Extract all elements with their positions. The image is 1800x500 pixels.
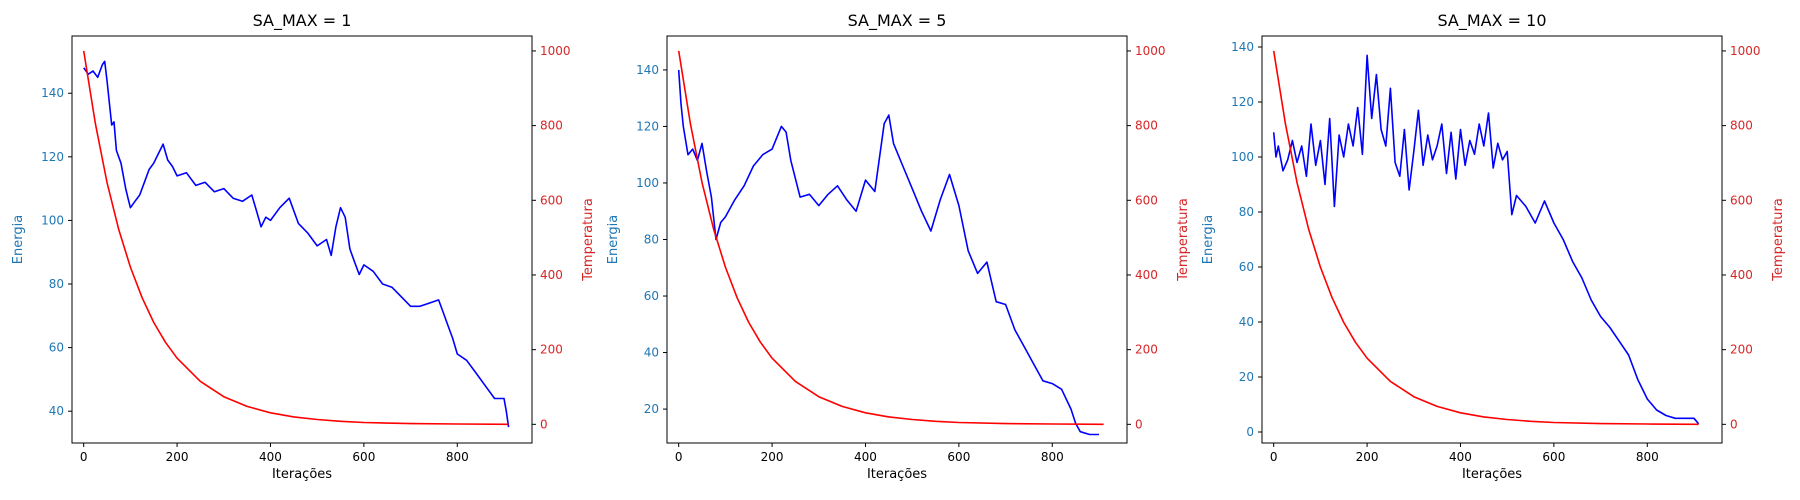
y2-tick-label: 1000 <box>1135 44 1166 58</box>
energy-series-line <box>83 60 510 428</box>
y2-tick-label: 0 <box>540 417 548 431</box>
x-axis-label: Iterações <box>1462 467 1522 482</box>
x-tick-label: 200 <box>166 450 189 464</box>
y-tick-label: 140 <box>41 86 64 100</box>
y2-tick-label: 200 <box>540 343 563 357</box>
x-tick-label: 400 <box>854 450 877 464</box>
y-tick-label: 40 <box>49 404 64 418</box>
x-tick-label: 600 <box>947 450 970 464</box>
x-tick-label: 400 <box>1449 450 1472 464</box>
y-tick-label: 60 <box>1239 260 1254 274</box>
y-tick-label: 0 <box>1246 425 1254 439</box>
chart-panel-3: 0 200 400 600 800 0 20 40 60 80 100 120 140 0 200 400 60… <box>1201 11 1786 482</box>
chart-title: SA_MAX = 5 <box>848 11 947 31</box>
y2-axis-label: Temperatura <box>1176 198 1191 282</box>
y2-tick-label: 600 <box>540 193 563 207</box>
x-tick-label: 0 <box>675 450 683 464</box>
temperature-series-line <box>1272 50 1699 426</box>
x-tick-label: 600 <box>352 450 375 464</box>
energy-series-line <box>1272 54 1700 425</box>
y2-axis-label: Temperatura <box>581 198 596 282</box>
y-tick-label: 80 <box>644 233 659 247</box>
x-tick-label: 600 <box>1542 450 1565 464</box>
y2-tick-label: 200 <box>1135 343 1158 357</box>
temperature-series-line <box>677 50 1104 426</box>
y-axis-label: Energia <box>11 215 26 264</box>
x-axis-label: Iterações <box>867 467 927 482</box>
x-tick-label: 0 <box>1270 450 1278 464</box>
energy-series-line <box>677 69 1099 436</box>
y-axis-label: Energia <box>1201 215 1216 264</box>
y2-tick-label: 400 <box>540 268 563 282</box>
x-tick-label: 800 <box>446 450 469 464</box>
x-tick-label: 200 <box>761 450 784 464</box>
chart-panel-1: 0 200 400 600 800 40 60 80 100 120 140 0 200 400 600 80… <box>11 11 596 482</box>
y2-tick-label: 1000 <box>1730 44 1761 58</box>
x-tick-label: 800 <box>1636 450 1659 464</box>
y-tick-label: 60 <box>644 289 659 303</box>
y-tick-label: 100 <box>1231 150 1254 164</box>
y-tick-label: 20 <box>644 402 659 416</box>
chart-title: SA_MAX = 10 <box>1437 11 1546 31</box>
axes-frame <box>71 35 533 444</box>
y-tick-label: 100 <box>636 176 659 190</box>
y-tick-label: 20 <box>1239 370 1254 384</box>
y2-tick-label: 600 <box>1135 193 1158 207</box>
y-tick-label: 60 <box>49 341 64 355</box>
y-tick-label: 80 <box>1239 205 1254 219</box>
y-tick-label: 120 <box>41 150 64 164</box>
x-tick-label: 400 <box>259 450 282 464</box>
y-tick-label: 140 <box>1231 40 1254 54</box>
y2-tick-label: 800 <box>1730 119 1753 133</box>
y2-tick-label: 1000 <box>540 44 571 58</box>
y2-tick-label: 800 <box>1135 119 1158 133</box>
y-tick-label: 40 <box>644 346 659 360</box>
y2-axis-label: Temperatura <box>1771 198 1786 282</box>
x-tick-label: 800 <box>1041 450 1064 464</box>
y2-tick-label: 0 <box>1730 417 1738 431</box>
chart-panel-2: 0 200 400 600 800 20 40 60 80 100 120 140 0 200 400 600… <box>606 11 1191 482</box>
y-tick-label: 100 <box>41 213 64 227</box>
y-tick-label: 120 <box>636 119 659 133</box>
y2-tick-label: 200 <box>1730 343 1753 357</box>
y-tick-label: 140 <box>636 63 659 77</box>
y-tick-label: 40 <box>1239 315 1254 329</box>
y2-tick-label: 800 <box>540 119 563 133</box>
y-tick-label: 80 <box>49 277 64 291</box>
y-tick-label: 120 <box>1231 95 1254 109</box>
axes-frame <box>666 35 1128 444</box>
chart-title: SA_MAX = 1 <box>253 11 352 31</box>
x-tick-label: 200 <box>1356 450 1379 464</box>
x-axis-label: Iterações <box>272 467 332 482</box>
y2-tick-label: 600 <box>1730 193 1753 207</box>
y2-tick-label: 0 <box>1135 417 1143 431</box>
y2-tick-label: 400 <box>1730 268 1753 282</box>
y2-tick-label: 400 <box>1135 268 1158 282</box>
x-tick-label: 0 <box>80 450 88 464</box>
temperature-series-line <box>82 50 509 426</box>
axes-frame <box>1261 35 1723 444</box>
y-axis-label: Energia <box>606 215 621 264</box>
